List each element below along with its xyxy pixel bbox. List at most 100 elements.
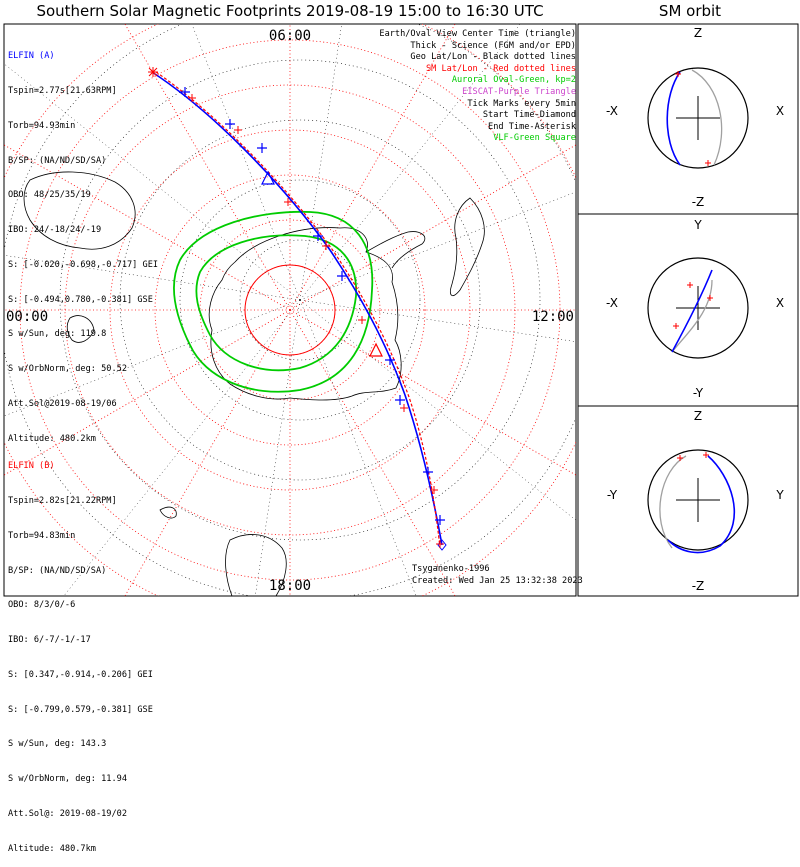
elfin-a-line-1: Torb=94.93min <box>8 120 76 131</box>
sm-lat-circle-2 <box>154 174 426 446</box>
elfin-a-tick-7 <box>423 467 433 477</box>
orbit-frame-2 <box>577 213 799 407</box>
geo-lat-circle-1 <box>179 179 421 421</box>
orbit-earth-2 <box>647 257 749 359</box>
elfin-b-end-asterisk <box>148 67 158 77</box>
elfin-b-line-7: S w/Sun, deg: 143.3 <box>8 739 107 750</box>
mlt-label-left: 00:00 <box>6 309 48 325</box>
elfin-a-track <box>151 71 443 546</box>
elfin-a-line-0: Tspin=2.77s[21.63RPM] <box>8 85 117 96</box>
island-coastline <box>159 506 177 519</box>
legend-item-5: EISCAT-Purple Triangle <box>462 86 576 97</box>
orbit-a-path-3 <box>667 455 736 554</box>
mlt-label-bottom: 18:00 <box>269 578 311 594</box>
elfin-b-tick-0 <box>188 94 196 102</box>
elfin-a-line-5: S: [-0.020,-0.698,-0.717] GEI <box>8 259 159 270</box>
elfin-b-line-5: S: [0.347,-0.914,-0.206] GEI <box>8 669 153 680</box>
elfin-a-tick-6 <box>395 395 405 405</box>
sm-lat-circle-1 <box>199 219 381 401</box>
panel3-bottom: -Z <box>692 579 705 593</box>
orbit-b-path-2 <box>671 279 713 353</box>
geo-lat-circle-3 <box>59 59 541 541</box>
elfin-b-line-10: Altitude: 480.7km <box>8 843 96 854</box>
elfin-a-line-6: S: [-0.494,0.780,-0.381] GSE <box>8 294 153 305</box>
antarctic-peninsula <box>365 231 426 269</box>
elfin-b-line-9: Att.Sol@: 2019-08-19/02 <box>8 809 127 819</box>
orbit-earth-3 <box>647 449 749 551</box>
orbit-panel-title: SM orbit <box>658 2 722 20</box>
orbit-b-marker-1-0 <box>675 71 681 77</box>
sm-lon-line-10 <box>289 24 456 311</box>
elfin-a-line-8: S w/OrbNorm, deg: 50.52 <box>8 364 127 375</box>
created-timestamp: Created: Wed Jan 25 13:32:38 2023 <box>412 576 583 586</box>
orbit-earth-1 <box>647 67 749 169</box>
sm-lon-line-11 <box>289 144 576 311</box>
map-labels: 06:00 00:00 12:00 18:00 <box>6 28 574 594</box>
sm-lon-line-7 <box>4 144 291 311</box>
elfin-a-line-10: Altitude: 480.2km <box>8 433 96 444</box>
elfin-b-track <box>155 71 441 549</box>
orbit-panel-1-labels: Z -Z -X X <box>606 26 784 209</box>
elfin-b-line-6: S: [-0.799,0.579,-0.381] GSE <box>8 704 153 715</box>
panel1-bottom: -Z <box>692 195 705 209</box>
panel3-left: -Y <box>607 488 618 502</box>
new-zealand-coastline <box>66 315 95 343</box>
orbit-b-path-1 <box>691 69 723 166</box>
sm-lon-line-8 <box>124 24 291 311</box>
orbit-b-marker-3-1 <box>703 452 709 458</box>
orbit-b-marker-3-0 <box>677 455 683 461</box>
auroral-oval-outer <box>173 210 374 393</box>
elfin-b-name: ELFIN (B) <box>8 461 55 472</box>
orbit-panel-2-labels: Y -Y -X X <box>606 218 784 400</box>
legend-item-9: VLF-Green Square <box>493 133 576 144</box>
legend-item-6: Tick Marks every 5min <box>467 98 576 109</box>
panel3-right: Y <box>775 488 784 502</box>
legend-item-2: Geo Lat/Lon - Black dotted lines <box>410 52 576 63</box>
elfin-b-center-triangle <box>369 342 383 357</box>
panel1-top: Z <box>694 26 702 40</box>
orbit-frame-3 <box>577 405 799 597</box>
elfin-b-start-marker <box>436 540 444 548</box>
elfin-a-name: ELFIN (A) <box>8 51 55 62</box>
geo-lon-line-8 <box>191 24 301 301</box>
orbit-b-path-3 <box>659 455 687 549</box>
antarctica-coastline <box>208 227 402 401</box>
elfin-a-line-2: B/SP: (NA/ND/SD/SA) <box>8 155 107 166</box>
legend-item-4: Auroral Oval-Green, kp=2 <box>451 75 576 86</box>
mlt-label-top: 06:00 <box>269 28 311 44</box>
elfin-b-tick-4 <box>358 316 366 324</box>
elfin-a-tick-8 <box>435 515 445 525</box>
elfin-b-info: ELFIN (B) Tspin=2.82s[21.22RPM] Torb=94.… <box>8 438 153 867</box>
panel2-top: Y <box>693 218 702 232</box>
elfin-a-tick-3 <box>313 231 323 241</box>
sm-lon-line-5 <box>4 309 291 476</box>
elfin-a-line-4: IBO: 24/-18/24/-19 <box>8 225 102 236</box>
elfin-a-info: ELFIN (A) Tspin=2.77s[21.63RPM] Torb=94.… <box>8 28 158 457</box>
orbit-panel-3-labels: Z -Z -Y Y <box>607 409 784 593</box>
orbit-b-marker-2-2 <box>707 295 713 301</box>
orbit-a-path-2 <box>671 269 713 353</box>
elfin-a-center-triangle <box>261 170 275 185</box>
orbit-frame-1 <box>577 23 799 215</box>
australia-coastline <box>23 171 136 250</box>
credit: Tsyganenko-1996 <box>412 564 490 574</box>
orbit-b-marker-2-0 <box>687 282 693 288</box>
legend-item-7: Start Time-Diamond <box>482 110 576 121</box>
legend-item-8: End Time-Asterisk <box>488 121 576 132</box>
legend-item-0: Earth/Oval View Center Time (triangle) <box>379 29 576 39</box>
panel3-top: Z <box>694 409 702 423</box>
elfin-b-line-0: Tspin=2.82s[21.22RPM] <box>8 495 117 506</box>
legend-item-1: Thick - Science (FGM and/or EPD) <box>410 40 576 51</box>
elfin-a-start-diamond <box>437 539 447 551</box>
elfin-a-line-7: S w/Sun, deg: 119.8 <box>8 329 107 340</box>
sm-lon-line-4 <box>124 309 291 596</box>
sm-pole-circle <box>244 264 336 356</box>
footprint-map: 06:00 00:00 12:00 18:00 Z -Z -X X Y -Y -… <box>3 23 799 597</box>
mlt-label-right: 12:00 <box>532 309 574 325</box>
geo-lon-line-11 <box>299 191 576 301</box>
elfin-a-tick-4 <box>337 271 347 281</box>
orbit-a-path-1 <box>666 71 681 166</box>
sm-lon-line-1 <box>289 309 576 476</box>
elfin-b-tick-6 <box>430 486 438 494</box>
panel2-bottom: -Y <box>693 386 704 400</box>
